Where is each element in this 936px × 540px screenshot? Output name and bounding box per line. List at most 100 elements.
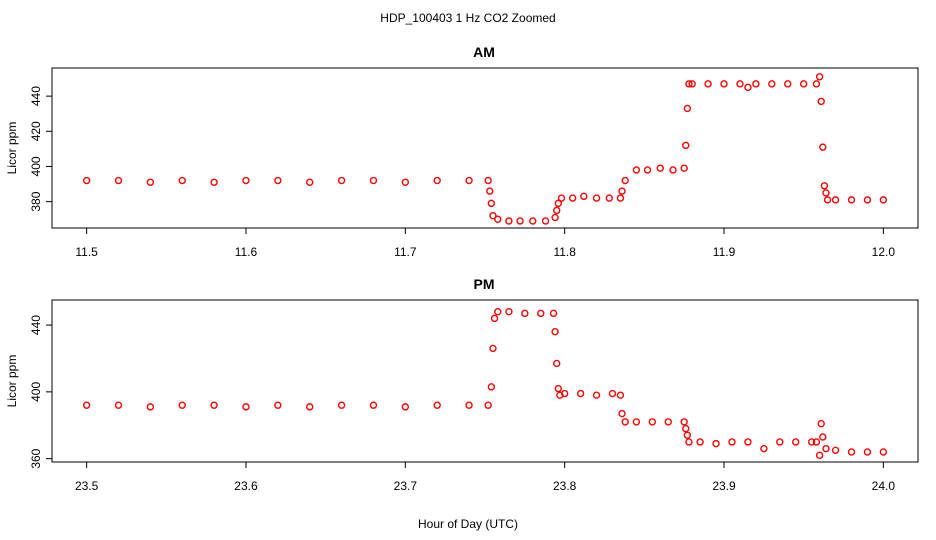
am-data-point: [669, 166, 677, 174]
am-y-tick-label: 380: [29, 191, 43, 211]
pm-data-point: [807, 438, 816, 446]
am-data-point: [529, 217, 537, 225]
pm-data-point: [632, 418, 641, 426]
am-data-point: [516, 217, 524, 225]
am-data-point: [580, 192, 588, 201]
am-data-point: [632, 166, 641, 174]
pm-data-point: [776, 438, 784, 446]
am-data-point: [768, 80, 776, 88]
figure-title: HDP_100403 1 Hz CO2 Zoomed: [380, 11, 555, 25]
pm-data-point: [817, 419, 825, 428]
pm-panel-title: PM: [474, 276, 495, 292]
am-data-point: [752, 80, 760, 88]
pm-data-point: [744, 438, 752, 446]
am-data-point: [863, 196, 872, 204]
am-data-point: [541, 217, 550, 225]
pm-data-point: [621, 418, 629, 426]
pm-data-point: [576, 389, 585, 398]
am-data-point: [337, 176, 346, 185]
pm-data-point: [812, 438, 821, 446]
pm-data-point: [696, 438, 704, 446]
am-data-point: [643, 166, 652, 174]
pm-y-tick-label: 400: [29, 382, 43, 402]
am-data-point: [817, 97, 825, 106]
pm-data-point: [554, 384, 562, 393]
am-data-point: [146, 178, 155, 186]
pm-data-point: [847, 448, 856, 456]
pm-data-point: [490, 314, 499, 323]
am-data-point: [484, 176, 492, 185]
am-data-point: [494, 215, 502, 223]
am-plot-frame: [51, 67, 919, 229]
am-data-point: [704, 80, 712, 88]
am-data-point: [505, 217, 513, 225]
pm-data-point: [683, 431, 692, 439]
am-data-point: [823, 196, 832, 204]
am-data-point: [486, 187, 494, 195]
am-data-point: [554, 199, 562, 208]
am-data-point: [568, 194, 577, 202]
am-data-point: [369, 176, 378, 185]
pm-data-point: [685, 438, 693, 446]
am-data-point: [274, 176, 282, 185]
am-data-point: [553, 206, 561, 215]
pm-data-point: [489, 344, 497, 353]
pm-data-point: [819, 433, 827, 441]
pm-plot-frame: [51, 299, 919, 463]
pm-data-point: [465, 401, 473, 409]
pm-data-point: [146, 403, 155, 411]
am-data-point: [401, 178, 410, 186]
am-data-point: [688, 80, 696, 88]
am-data-point: [557, 194, 566, 202]
pm-data-point: [433, 401, 441, 409]
pm-x-tick-label: 23.6: [234, 479, 258, 493]
am-data-point: [822, 189, 830, 197]
pm-data-point: [114, 401, 123, 409]
pm-data-point: [760, 444, 768, 453]
pm-data-point: [618, 409, 626, 418]
am-y-tick-label: 400: [29, 156, 43, 176]
am-data-point: [820, 182, 829, 190]
pm-data-point: [664, 418, 672, 426]
am-data-point: [744, 83, 752, 92]
am-data-point: [465, 176, 473, 185]
pm-data-point: [553, 359, 561, 368]
pm-x-tick-label: 23.5: [75, 479, 99, 493]
pm-data-point: [242, 403, 250, 411]
am-data-point: [487, 199, 496, 208]
pm-data-point: [712, 439, 720, 448]
pm-data-point: [608, 389, 617, 398]
pm-data-point: [549, 309, 558, 318]
pm-data-point: [178, 401, 186, 409]
am-panel-title: AM: [473, 44, 495, 60]
pm-data-point: [551, 328, 559, 336]
pm-panel: PM Licor ppm 23.5 23.6 23.7 23.8 23.9 24.0 360…: [5, 276, 919, 493]
am-data-point: [812, 80, 821, 88]
am-panel-ylabel: Licor ppm: [5, 122, 19, 175]
am-data-point: [242, 176, 250, 185]
pm-data-point: [210, 401, 218, 409]
am-x-tick-label: 11.9: [713, 245, 736, 259]
am-data-point: [683, 104, 692, 113]
pm-data-point: [728, 438, 736, 446]
am-data-point: [82, 176, 91, 185]
am-data-point: [621, 176, 629, 185]
pm-data-point: [369, 401, 378, 409]
pm-data-point: [815, 451, 824, 460]
pm-data-point: [337, 401, 346, 409]
am-data-point: [680, 164, 688, 172]
pm-y-tick-label: 360: [29, 448, 43, 468]
am-data-point: [306, 178, 314, 186]
pm-data-point: [592, 391, 601, 399]
am-data-point: [551, 213, 559, 222]
am-data-point: [489, 211, 497, 220]
am-data-point: [433, 176, 441, 185]
am-data-point: [784, 80, 792, 88]
pm-data-point: [831, 446, 840, 455]
pm-data-point: [505, 307, 513, 316]
pm-data-point: [274, 401, 282, 409]
figure-xlabel: Hour of Day (UTC): [418, 517, 518, 531]
pm-data-point: [306, 403, 314, 411]
am-data-point: [592, 194, 601, 202]
